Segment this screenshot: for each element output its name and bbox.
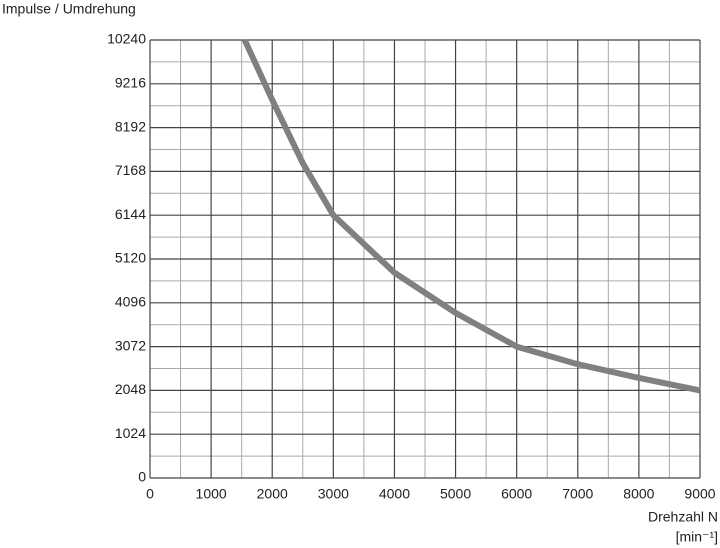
y-tick-label: 3072 (115, 337, 146, 353)
x-tick-label: 3000 (318, 486, 349, 502)
y-tick-label: 1024 (115, 425, 146, 441)
y-tick-label: 8192 (115, 118, 146, 134)
x-tick-label: 5000 (440, 486, 471, 502)
y-tick-label: 10240 (107, 31, 146, 47)
y-tick-label: 2048 (115, 381, 146, 397)
x-axis-unit: [min⁻¹] (676, 529, 718, 545)
y-tick-label: 5120 (115, 250, 146, 266)
x-tick-label: 7000 (562, 486, 593, 502)
x-tick-label: 6000 (501, 486, 532, 502)
y-tick-label: 7168 (115, 162, 146, 178)
y-tick-label: 6144 (115, 206, 146, 222)
y-tick-label: 0 (138, 469, 146, 485)
x-tick-label: 2000 (257, 486, 288, 502)
x-axis-label: Drehzahl N (648, 509, 718, 525)
x-tick-label: 8000 (623, 486, 654, 502)
y-tick-label: 4096 (115, 294, 146, 310)
x-tick-label: 9000 (684, 486, 715, 502)
x-tick-label: 0 (146, 486, 154, 502)
y-axis-label: Impulse / Umdrehung (2, 1, 136, 17)
x-tick-label: 1000 (196, 486, 227, 502)
y-tick-label: 9216 (115, 75, 146, 91)
x-tick-label: 4000 (379, 486, 410, 502)
data-line (241, 38, 701, 394)
